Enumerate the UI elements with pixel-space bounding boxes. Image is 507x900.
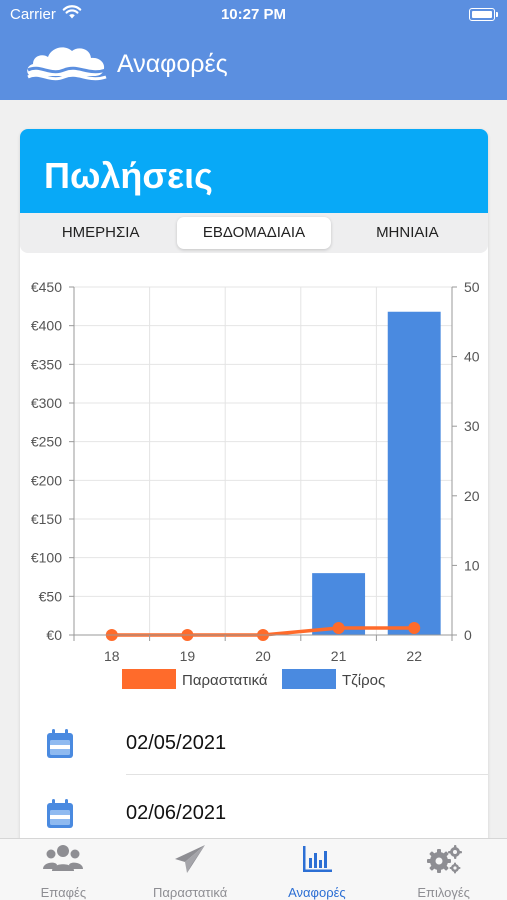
status-bar: Carrier 10:27 PM [0, 0, 507, 28]
contacts-icon [43, 845, 84, 871]
nav-bar: Αναφορές [0, 28, 507, 100]
legend-swatch-documents [122, 669, 176, 689]
tab-bar: Επαφές Παραστατικά Αναφορές [0, 838, 507, 900]
date-label: 02/05/2021 [126, 732, 227, 754]
y-tick-label-left: €150 [31, 511, 62, 527]
clock: 10:27 PM [220, 6, 287, 23]
tab-contacts[interactable]: Επαφές [0, 839, 127, 900]
y-tick-label-right: 50 [464, 279, 480, 295]
cloud-logo-icon [27, 47, 107, 81]
y-tick-label-right: 10 [464, 557, 480, 573]
date-row[interactable]: 02/06/2021 [20, 781, 488, 838]
date-row[interactable]: 02/05/2021 [20, 711, 488, 775]
y-tick-label-right: 20 [464, 488, 480, 504]
wifi-icon [62, 5, 82, 19]
carrier-label: Carrier [10, 6, 56, 23]
tab-label: Αναφορές [288, 885, 346, 900]
legend-label-turnover: Τζίρος [342, 672, 385, 689]
segment-weekly[interactable]: ΕΒΔΟΜΑΔΙΑΙΑ [177, 217, 331, 249]
bar-turnover [387, 311, 441, 635]
main-content[interactable]: Πωλήσεις ΗΜΕΡΗΣΙΑ ΕΒΔΟΜΑΔΙΑΙΑ ΜΗΝΙΑΙΑ €0… [0, 100, 507, 838]
y-tick-label-left: €100 [31, 550, 62, 566]
segment-monthly[interactable]: ΜΗΝΙΑΙΑ [376, 224, 439, 241]
y-tick-label-left: €0 [46, 627, 62, 643]
x-tick-label: 20 [255, 648, 271, 664]
x-tick-label: 22 [406, 648, 422, 664]
divider [126, 774, 488, 775]
tab-reports[interactable]: Αναφορές [254, 839, 381, 900]
tab-options[interactable]: Επιλογές [380, 839, 507, 900]
y-tick-label-right: 30 [464, 418, 480, 434]
tab-documents[interactable]: Παραστατικά [127, 839, 254, 900]
x-tick-label: 21 [331, 648, 347, 664]
tab-label: Επαφές [40, 885, 87, 900]
segment-daily[interactable]: ΗΜΕΡΗΣΙΑ [61, 224, 140, 241]
y-tick-label-left: €200 [31, 472, 62, 488]
calendar-icon [47, 729, 73, 758]
paper-plane-icon [175, 845, 206, 873]
tab-label: Επιλογές [417, 885, 470, 900]
y-tick-label-left: €50 [39, 588, 63, 604]
tab-label: Παραστατικά [153, 885, 228, 900]
date-label: 02/06/2021 [126, 802, 227, 824]
battery-icon [469, 8, 498, 21]
period-segmented-control: ΗΜΕΡΗΣΙΑ ΕΒΔΟΜΑΔΙΑΙΑ ΜΗΝΙΑΙΑ [20, 213, 488, 253]
sales-card: Πωλήσεις ΗΜΕΡΗΣΙΑ ΕΒΔΟΜΑΔΙΑΙΑ ΜΗΝΙΑΙΑ €0… [20, 129, 488, 838]
gears-icon [426, 845, 462, 874]
x-tick-label: 19 [180, 648, 196, 664]
card-title: Πωλήσεις [20, 129, 488, 213]
y-tick-label-left: €300 [31, 395, 62, 411]
legend-swatch-turnover [282, 669, 336, 689]
legend-label-documents: Παραστατικά [182, 672, 268, 689]
page-title: Αναφορές [117, 50, 228, 78]
point-documents [408, 622, 421, 635]
y-tick-label-left: €450 [31, 279, 62, 295]
y-tick-label-right: 0 [464, 627, 472, 643]
point-documents [332, 622, 345, 635]
calendar-icon [47, 799, 73, 828]
y-tick-label-left: €400 [31, 318, 62, 334]
bar-chart-icon [302, 846, 332, 872]
sales-chart: €0 €50 €100 €150 €200 €250 €300 €350 €400 €450 0 10… [31, 279, 480, 689]
x-tick-label: 18 [104, 648, 120, 664]
y-tick-label-right: 40 [464, 349, 480, 365]
y-tick-label-left: €350 [31, 356, 62, 372]
y-tick-label-left: €250 [31, 434, 62, 450]
